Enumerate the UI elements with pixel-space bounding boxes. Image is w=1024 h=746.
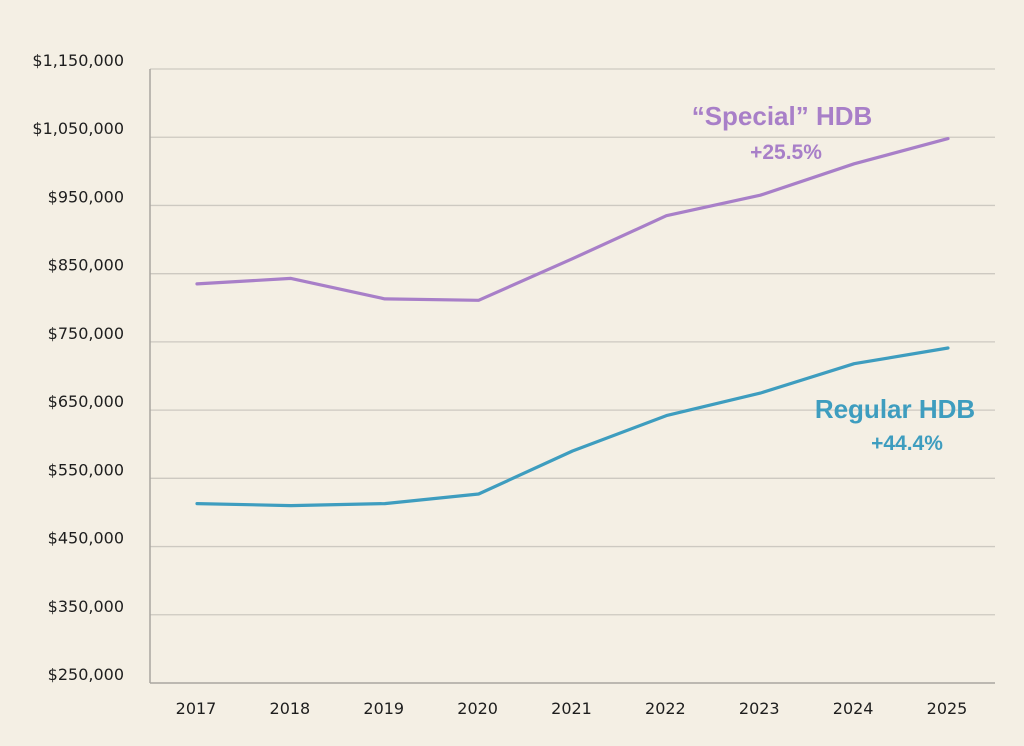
series-lines: [195, 137, 950, 508]
x-axis-ticks: 2017 2018 2019 2020 2021 2022 2023 2024 2025: [176, 699, 968, 718]
y-tick-label: $450,000: [48, 529, 124, 548]
x-tick-label: 2024: [833, 699, 874, 718]
x-tick-label: 2025: [927, 699, 968, 718]
x-tick-label: 2017: [176, 699, 217, 718]
y-tick-label: $750,000: [48, 324, 124, 343]
x-tick-label: 2021: [551, 699, 592, 718]
y-tick-label: $1,150,000: [32, 51, 124, 70]
series-label-special-hdb: “Special” HDB: [692, 101, 873, 131]
y-tick-label: $550,000: [48, 460, 124, 479]
series-line-special-hdb: [195, 137, 950, 302]
x-tick-label: 2022: [645, 699, 686, 718]
x-tick-label: 2020: [457, 699, 498, 718]
series-change-special-hdb: +25.5%: [750, 141, 822, 164]
y-tick-label: $650,000: [48, 392, 124, 411]
x-tick-label: 2018: [270, 699, 311, 718]
series-label-regular-hdb: Regular HDB: [815, 394, 975, 424]
y-axis-ticks: $250,000 $350,000 $450,000 $550,000 $650,000…: [32, 51, 124, 684]
y-tick-label: $850,000: [48, 256, 124, 275]
series-labels: “Special” HDB +25.5% Regular HDB +44.4%: [692, 101, 975, 455]
series-line-regular-hdb: [195, 346, 950, 508]
y-tick-label: $250,000: [48, 665, 124, 684]
y-tick-label: $950,000: [48, 187, 124, 206]
y-tick-label: $1,050,000: [32, 119, 124, 138]
x-tick-label: 2023: [739, 699, 780, 718]
x-tick-label: 2019: [363, 699, 404, 718]
y-tick-label: $350,000: [48, 597, 124, 616]
series-change-regular-hdb: +44.4%: [871, 432, 943, 455]
gridlines: [150, 68, 995, 616]
